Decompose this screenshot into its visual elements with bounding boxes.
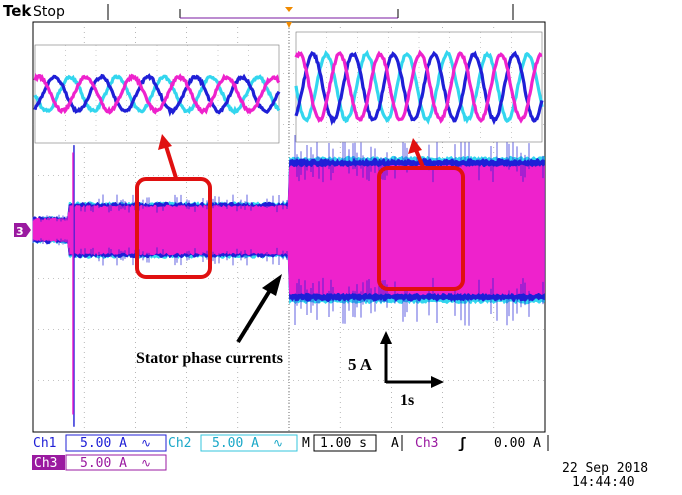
traces [32, 134, 545, 427]
highlight-arrow-after [414, 149, 425, 168]
highlight-box-before [135, 177, 212, 279]
trigger-prefix: A [391, 436, 399, 451]
highlight-arrowhead-before [158, 134, 172, 150]
ch3-name: Ch3 [34, 456, 57, 471]
caption-label: Stator phase currents [136, 350, 283, 367]
ch3-scale-box [65, 454, 167, 471]
brand-label: Tek [3, 2, 32, 20]
ch1-scale: 5.00 A [80, 436, 127, 451]
ch1-coupling-icon: ∿ [141, 436, 151, 450]
caption-arrow [236, 274, 282, 344]
ch3-coupling-icon: ∿ [141, 456, 151, 470]
ch3-level-marker: 3 [14, 223, 31, 238]
y-scale-label: 5 A [348, 355, 373, 374]
status-label: Stop [33, 4, 65, 20]
ch3-trace [32, 164, 545, 296]
ch1-scale-box [65, 434, 167, 452]
highlight-annotations [135, 134, 465, 291]
highlight-arrowhead-after [408, 138, 422, 154]
scale-bar [380, 331, 444, 388]
ch3-name-badge [32, 455, 65, 470]
time-label: 14:44:40 [572, 475, 635, 490]
trigger-channel: Ch3 [415, 436, 438, 451]
ch1-inset-wave [33, 73, 281, 117]
record-position-bar [179, 7, 399, 19]
ch3-inset-wave [294, 49, 543, 124]
inset-before-step-frame [34, 44, 280, 144]
ch3-inset-wave [33, 73, 281, 115]
inset-before-step [33, 44, 281, 144]
trigger-slope-icon: ʃ [458, 436, 466, 452]
timebase-prefix: M [302, 436, 310, 451]
x-scale-label: 1s [400, 392, 414, 409]
svg-text:3: 3 [16, 225, 24, 238]
timebase-box [313, 434, 377, 452]
highlight-box-after [377, 166, 465, 291]
ch2-scale-box [200, 434, 298, 452]
zoom-insets [33, 31, 544, 144]
ch1-inset-wave [294, 50, 544, 126]
inset-after-step [294, 31, 544, 143]
date-label: 22 Sep 2018 [562, 461, 648, 476]
trigger-position-marker [285, 7, 293, 12]
ch1-name: Ch1 [33, 436, 56, 451]
status-bar: Ch1 5.00 A ∿ Ch2 5.00 A ∿ M 1.00 s A Ch3… [32, 434, 549, 471]
trigger-level: 0.00 A [494, 436, 541, 451]
trigger-marker [286, 22, 292, 28]
ch2-scale: 5.00 A [212, 436, 259, 451]
ch3-scale: 5.00 A [80, 456, 127, 471]
timebase-value: 1.00 s [320, 436, 367, 451]
ch2-coupling-icon: ∿ [273, 436, 283, 450]
highlight-arrow-before [164, 145, 178, 179]
ch2-name: Ch2 [168, 436, 191, 451]
